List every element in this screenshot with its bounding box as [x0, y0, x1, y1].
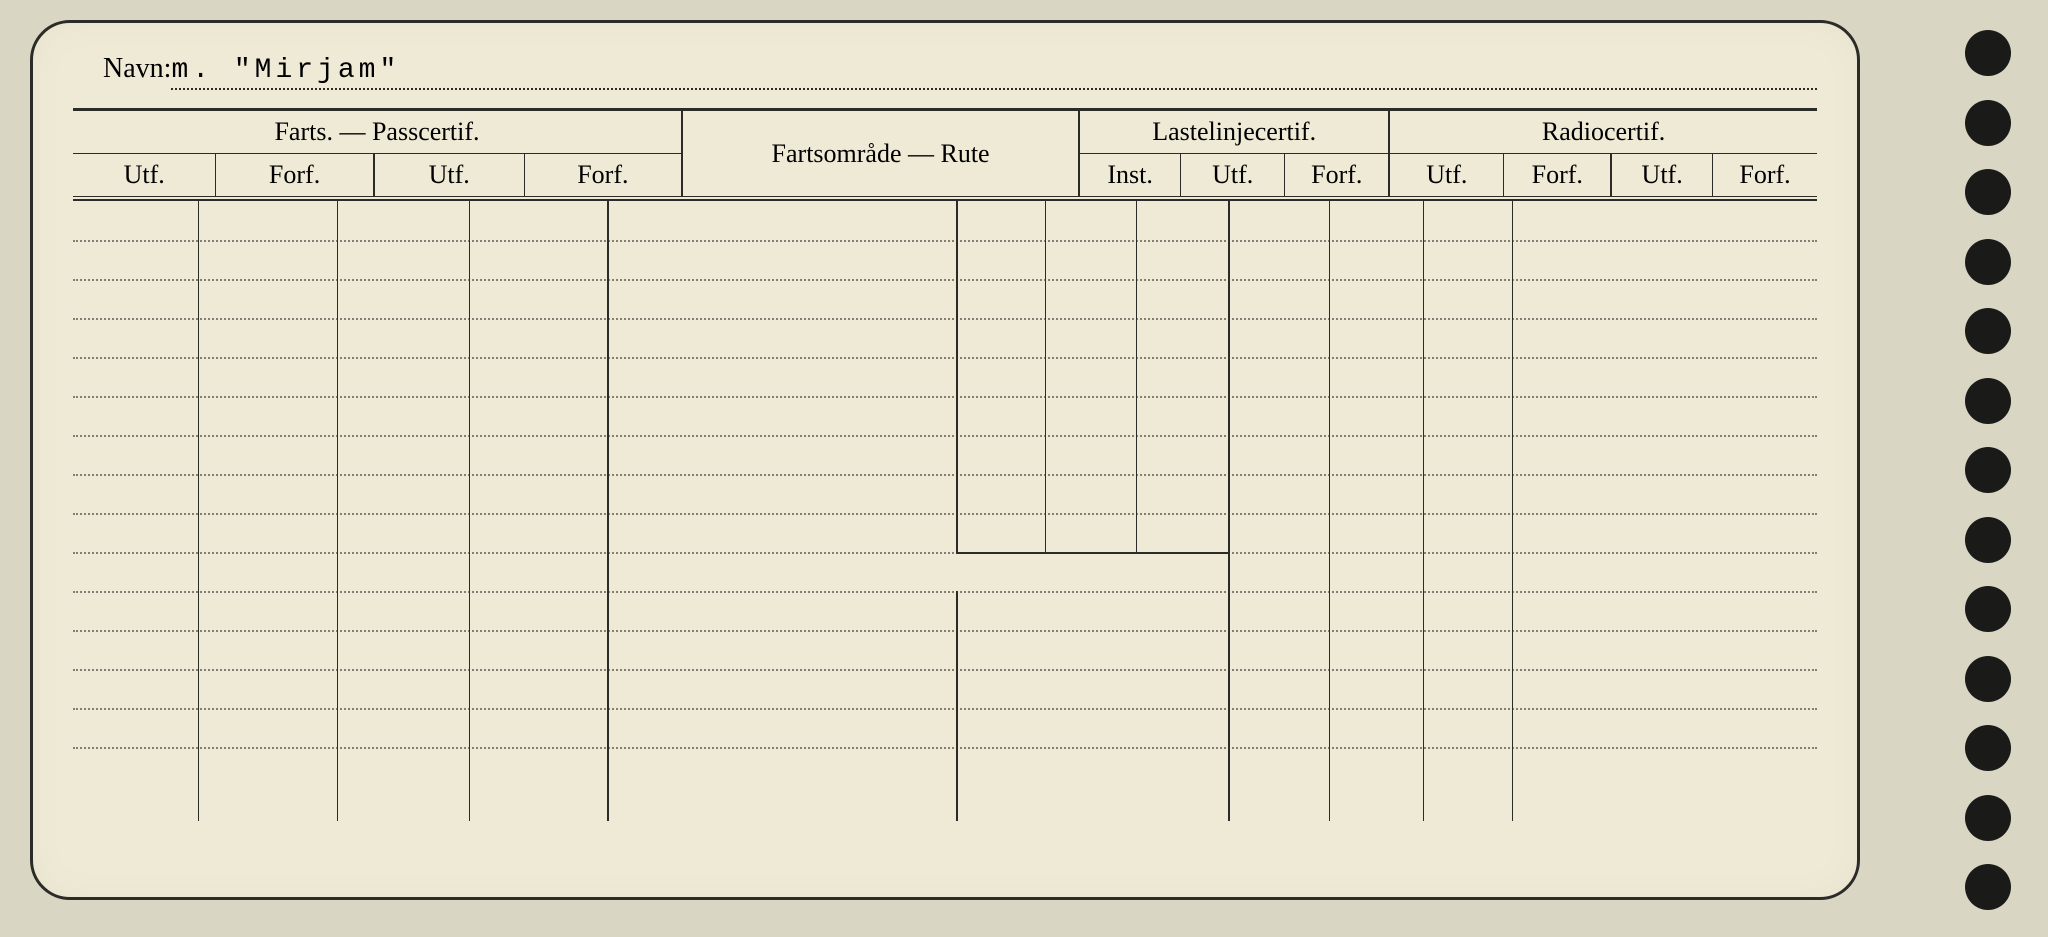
col-sep	[469, 201, 470, 821]
dotted-row	[73, 396, 1817, 398]
sub-utf-3: Utf.	[1181, 154, 1285, 199]
dotted-row	[73, 747, 1817, 749]
col-sep	[607, 201, 609, 821]
sub-utf-5: Utf.	[1611, 154, 1712, 199]
col-sep	[1045, 201, 1046, 552]
hdr-lastelinje: Lastelinjecertif.	[1079, 111, 1389, 154]
dotted-row	[73, 318, 1817, 320]
binder-hole	[1965, 308, 2011, 354]
name-label: Navn:	[103, 53, 171, 85]
col-sep	[1228, 201, 1230, 821]
binder-hole	[1965, 517, 2011, 563]
dotted-row	[73, 591, 1817, 593]
binder-hole	[1965, 725, 2011, 771]
hdr-fartsomrade: Fartsområde — Rute	[682, 111, 1079, 198]
body-grid: Bem. opgave	[73, 201, 1817, 821]
sub-forf-4: Forf.	[1504, 154, 1611, 199]
binder-hole	[1965, 378, 2011, 424]
binder-hole	[1965, 239, 2011, 285]
dotted-row	[73, 669, 1817, 671]
binder-hole	[1965, 30, 2011, 76]
binder-hole	[1965, 586, 2011, 632]
sub-forf-2: Forf.	[524, 154, 682, 199]
dotted-row	[73, 357, 1817, 359]
binder-hole	[1965, 864, 2011, 910]
binder-hole	[1965, 169, 2011, 215]
sub-inst: Inst.	[1079, 154, 1180, 199]
header-table: Farts. — Passcertif. Fartsområde — Rute …	[73, 108, 1817, 201]
hdr-farts-pass: Farts. — Passcertif.	[73, 111, 682, 154]
dotted-row	[73, 474, 1817, 476]
col-sep	[956, 201, 958, 821]
index-card: Navn: m. "Mirjam" Farts. — Passcertif. F…	[30, 20, 1860, 900]
dotted-row	[73, 435, 1817, 437]
binder-hole	[1965, 100, 2011, 146]
binder-hole	[1965, 656, 2011, 702]
dotted-row	[73, 240, 1817, 242]
sub-forf-1: Forf.	[216, 154, 374, 199]
binder-hole	[1965, 447, 2011, 493]
dotted-row	[73, 513, 1817, 515]
binder-holes	[1958, 30, 2018, 910]
name-value: m. "Mirjam"	[171, 55, 1817, 90]
col-sep	[1423, 201, 1424, 821]
dotted-row	[73, 630, 1817, 632]
col-sep	[1136, 201, 1137, 552]
bem-mask	[956, 554, 1228, 591]
dotted-row	[73, 552, 1817, 554]
binder-hole	[1965, 795, 2011, 841]
sub-utf-4: Utf.	[1389, 154, 1504, 199]
hdr-radio: Radiocertif.	[1389, 111, 1817, 154]
col-sep	[198, 201, 199, 821]
dotted-row	[73, 708, 1817, 710]
col-sep	[1329, 201, 1330, 821]
sub-forf-5: Forf.	[1713, 154, 1817, 199]
col-sep	[337, 201, 338, 821]
col-sep	[1512, 201, 1513, 821]
sub-utf-2: Utf.	[374, 154, 524, 199]
sub-forf-3: Forf.	[1285, 154, 1389, 199]
name-row: Navn: m. "Mirjam"	[73, 53, 1817, 90]
dotted-row	[73, 279, 1817, 281]
sub-utf-1: Utf.	[73, 154, 216, 199]
